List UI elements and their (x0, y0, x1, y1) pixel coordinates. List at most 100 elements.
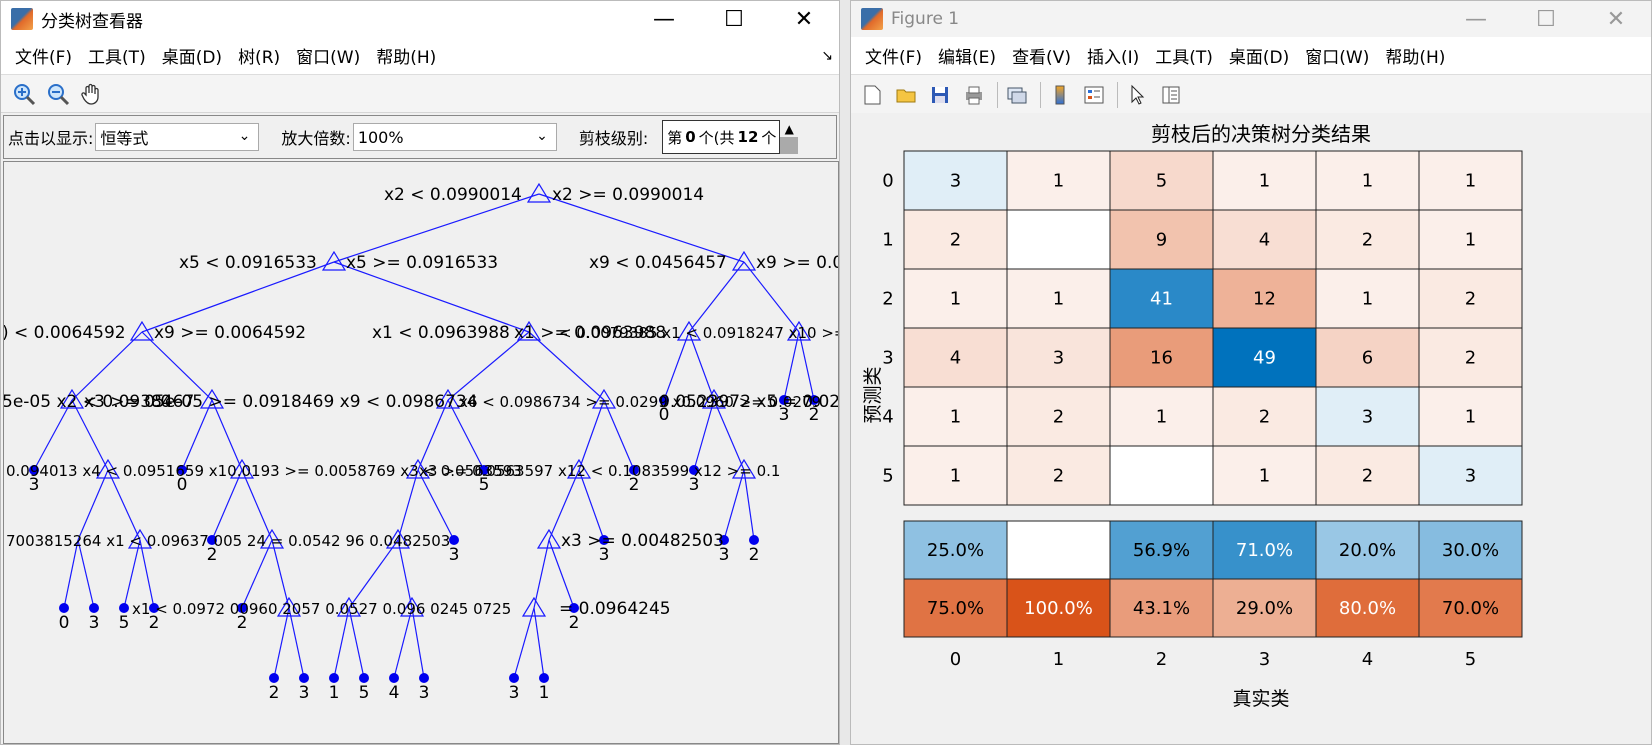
node-label: x5 < 0.0916533 (179, 253, 317, 273)
menu-desktop[interactable]: 桌面(D) (161, 48, 223, 68)
menu-help[interactable]: 帮助(H) (1385, 48, 1446, 68)
matrix-cell (1109, 445, 1214, 506)
split-nodes (59, 182, 812, 617)
prune-level-spinner[interactable]: ▲ (780, 120, 799, 154)
maximize-button[interactable]: ☐ (724, 6, 744, 32)
matrix-cell-value: 4 (950, 348, 961, 369)
leaf-class-label: 2 (207, 545, 218, 565)
open-icon[interactable] (891, 80, 921, 110)
figure-title: Figure 1 (891, 9, 960, 29)
node-label: x5 >= 0.0916533 (346, 253, 498, 273)
leaf-class-label: 3 (719, 545, 730, 565)
y-tick-label: 2 (882, 289, 893, 310)
maximize-button[interactable]: ☐ (1536, 6, 1556, 32)
summary-cell (903, 520, 1008, 580)
menu-view[interactable]: 查看(V) (1012, 48, 1071, 68)
menu-tools[interactable]: 工具(T) (1155, 48, 1213, 68)
summary-cell-value: 71.0% (1236, 540, 1293, 561)
spin-down-icon[interactable] (780, 137, 799, 154)
matrix-cell-value: 4 (1259, 230, 1270, 251)
link-icon[interactable] (1002, 80, 1032, 110)
colorbar-icon[interactable] (1045, 80, 1075, 110)
leaf-class-label: 2 (629, 475, 640, 495)
leaf-class-label: 5 (359, 683, 370, 703)
matrix-cell (1006, 268, 1111, 329)
menu-edit[interactable]: 编辑(E) (938, 48, 997, 68)
zoom-in-icon[interactable] (9, 79, 39, 109)
menu-window[interactable]: 窗口(W) (296, 48, 361, 68)
leaf-class-label: 3 (599, 545, 610, 565)
leaf-class-label: 2 (269, 683, 280, 703)
new-figure-icon[interactable] (857, 80, 887, 110)
matrix-cell-value: 5 (1156, 171, 1167, 192)
close-button[interactable]: ✕ (1606, 6, 1626, 32)
save-icon[interactable] (925, 80, 955, 110)
click-display-value: 恒等式 (100, 129, 149, 148)
property-inspector-icon[interactable] (1156, 80, 1186, 110)
minimize-button[interactable]: — (1465, 6, 1487, 32)
matrix-cell-value: 2 (1053, 407, 1064, 428)
leaf-class-label: 3 (419, 683, 430, 703)
matrix-cell-value: 49 (1253, 348, 1276, 369)
leaf-class-label: 2 (569, 613, 580, 633)
legend-icon[interactable] (1079, 80, 1109, 110)
matrix-cell-value: 1 (1156, 407, 1167, 428)
matrix-cell-value: 2 (1362, 230, 1373, 251)
matrix-cell (1418, 327, 1523, 388)
node-label: = 0.0964245 (559, 599, 671, 619)
matrix-cell (903, 150, 1008, 211)
y-axis-label: 预测类 (862, 366, 884, 423)
node-label: x6 < 0.0986734 >= 0.0299 x0.0960 >= 0.02… (459, 393, 821, 411)
menu-tools[interactable]: 工具(T) (88, 48, 146, 68)
node-label: 0.094013 x4 < 0.0951659 x10.0193 >= 0.00… (6, 462, 522, 480)
matrix-cell-value: 3 (1053, 348, 1064, 369)
summary-cell-value: 75.0% (927, 598, 984, 619)
leaf-class-label: 1 (329, 683, 340, 703)
menu-insert[interactable]: 插入(I) (1086, 48, 1140, 68)
menu-file[interactable]: 文件(F) (15, 48, 73, 68)
decision-tree-svg: x2 < 0.0990014 x2 >= 0.0990014 x5 < 0.09… (4, 182, 839, 703)
print-icon[interactable] (959, 80, 989, 110)
zoom-dropdown[interactable]: 100% ⌄ (352, 123, 557, 151)
figure-menubar: 文件(F) 编辑(E) 查看(V) 插入(I) 工具(T) 桌面(D) 窗口(W… (851, 37, 1651, 75)
summary-cell-value: 80.0% (1339, 598, 1396, 619)
chevron-down-icon: ⌄ (536, 128, 548, 144)
summary-cell-value: 100.0% (1024, 598, 1093, 619)
minimize-button[interactable]: — (653, 6, 675, 32)
matrix-cell-value: 1 (1362, 171, 1373, 192)
node-label: ) < 0.0064592 (4, 323, 126, 343)
spin-up-icon[interactable]: ▲ (784, 121, 794, 136)
dock-arrow-icon[interactable]: ↘ (821, 47, 833, 64)
click-display-dropdown[interactable]: 恒等式 ⌄ (95, 123, 260, 151)
tree-control-bar: 点击以显示: 恒等式 ⌄ 放大倍数: 100% ⌄ 剪枝级别: 第 0 个(共 … (3, 115, 837, 159)
menu-window[interactable]: 窗口(W) (1305, 48, 1370, 68)
menu-tree[interactable]: 树(R) (238, 48, 281, 68)
close-button[interactable]: ✕ (794, 6, 814, 32)
matrix-cell-value: 2 (1465, 289, 1476, 310)
plot-area[interactable]: 剪枝后的决策树分类结果 预测类 真实类 3 1 5 1 1 1 2 9 4 2 1 1 1 41 12 1 2 4… (851, 113, 1651, 744)
summary-cell (1418, 520, 1523, 580)
matrix-cell (903, 445, 1008, 506)
menu-desktop[interactable]: 桌面(D) (1228, 48, 1290, 68)
zoom-out-icon[interactable] (43, 79, 73, 109)
x-tick-label: 0 (950, 649, 961, 670)
y-tick-label: 3 (882, 348, 893, 369)
pan-hand-icon[interactable] (77, 79, 107, 109)
node-label: x1 < 0.0963988 (372, 323, 510, 343)
matrix-cell-value: 2 (1465, 348, 1476, 369)
matrix-cell (1418, 268, 1523, 329)
menu-file[interactable]: 文件(F) (865, 48, 923, 68)
x-axis-label: 真实类 (1232, 688, 1289, 710)
node-label: x9 >= 0.04 (756, 253, 839, 273)
leaf-nodes (29, 395, 819, 683)
menu-help[interactable]: 帮助(H) (376, 48, 437, 68)
node-label: x2 < 0.0990014 (384, 185, 522, 205)
leaf-class-label: 0 (59, 613, 70, 633)
prune-level-display: 第 0 个(共 12 个 (662, 120, 781, 154)
matlab-icon (11, 8, 33, 30)
matrix-cell-value: 1 (1362, 289, 1373, 310)
prune-level-label: 剪枝级别: (578, 129, 649, 148)
tree-canvas[interactable]: x2 < 0.0990014 x2 >= 0.0990014 x5 < 0.09… (3, 161, 839, 744)
leaf-class-label: 4 (389, 683, 400, 703)
pointer-icon[interactable] (1122, 80, 1152, 110)
